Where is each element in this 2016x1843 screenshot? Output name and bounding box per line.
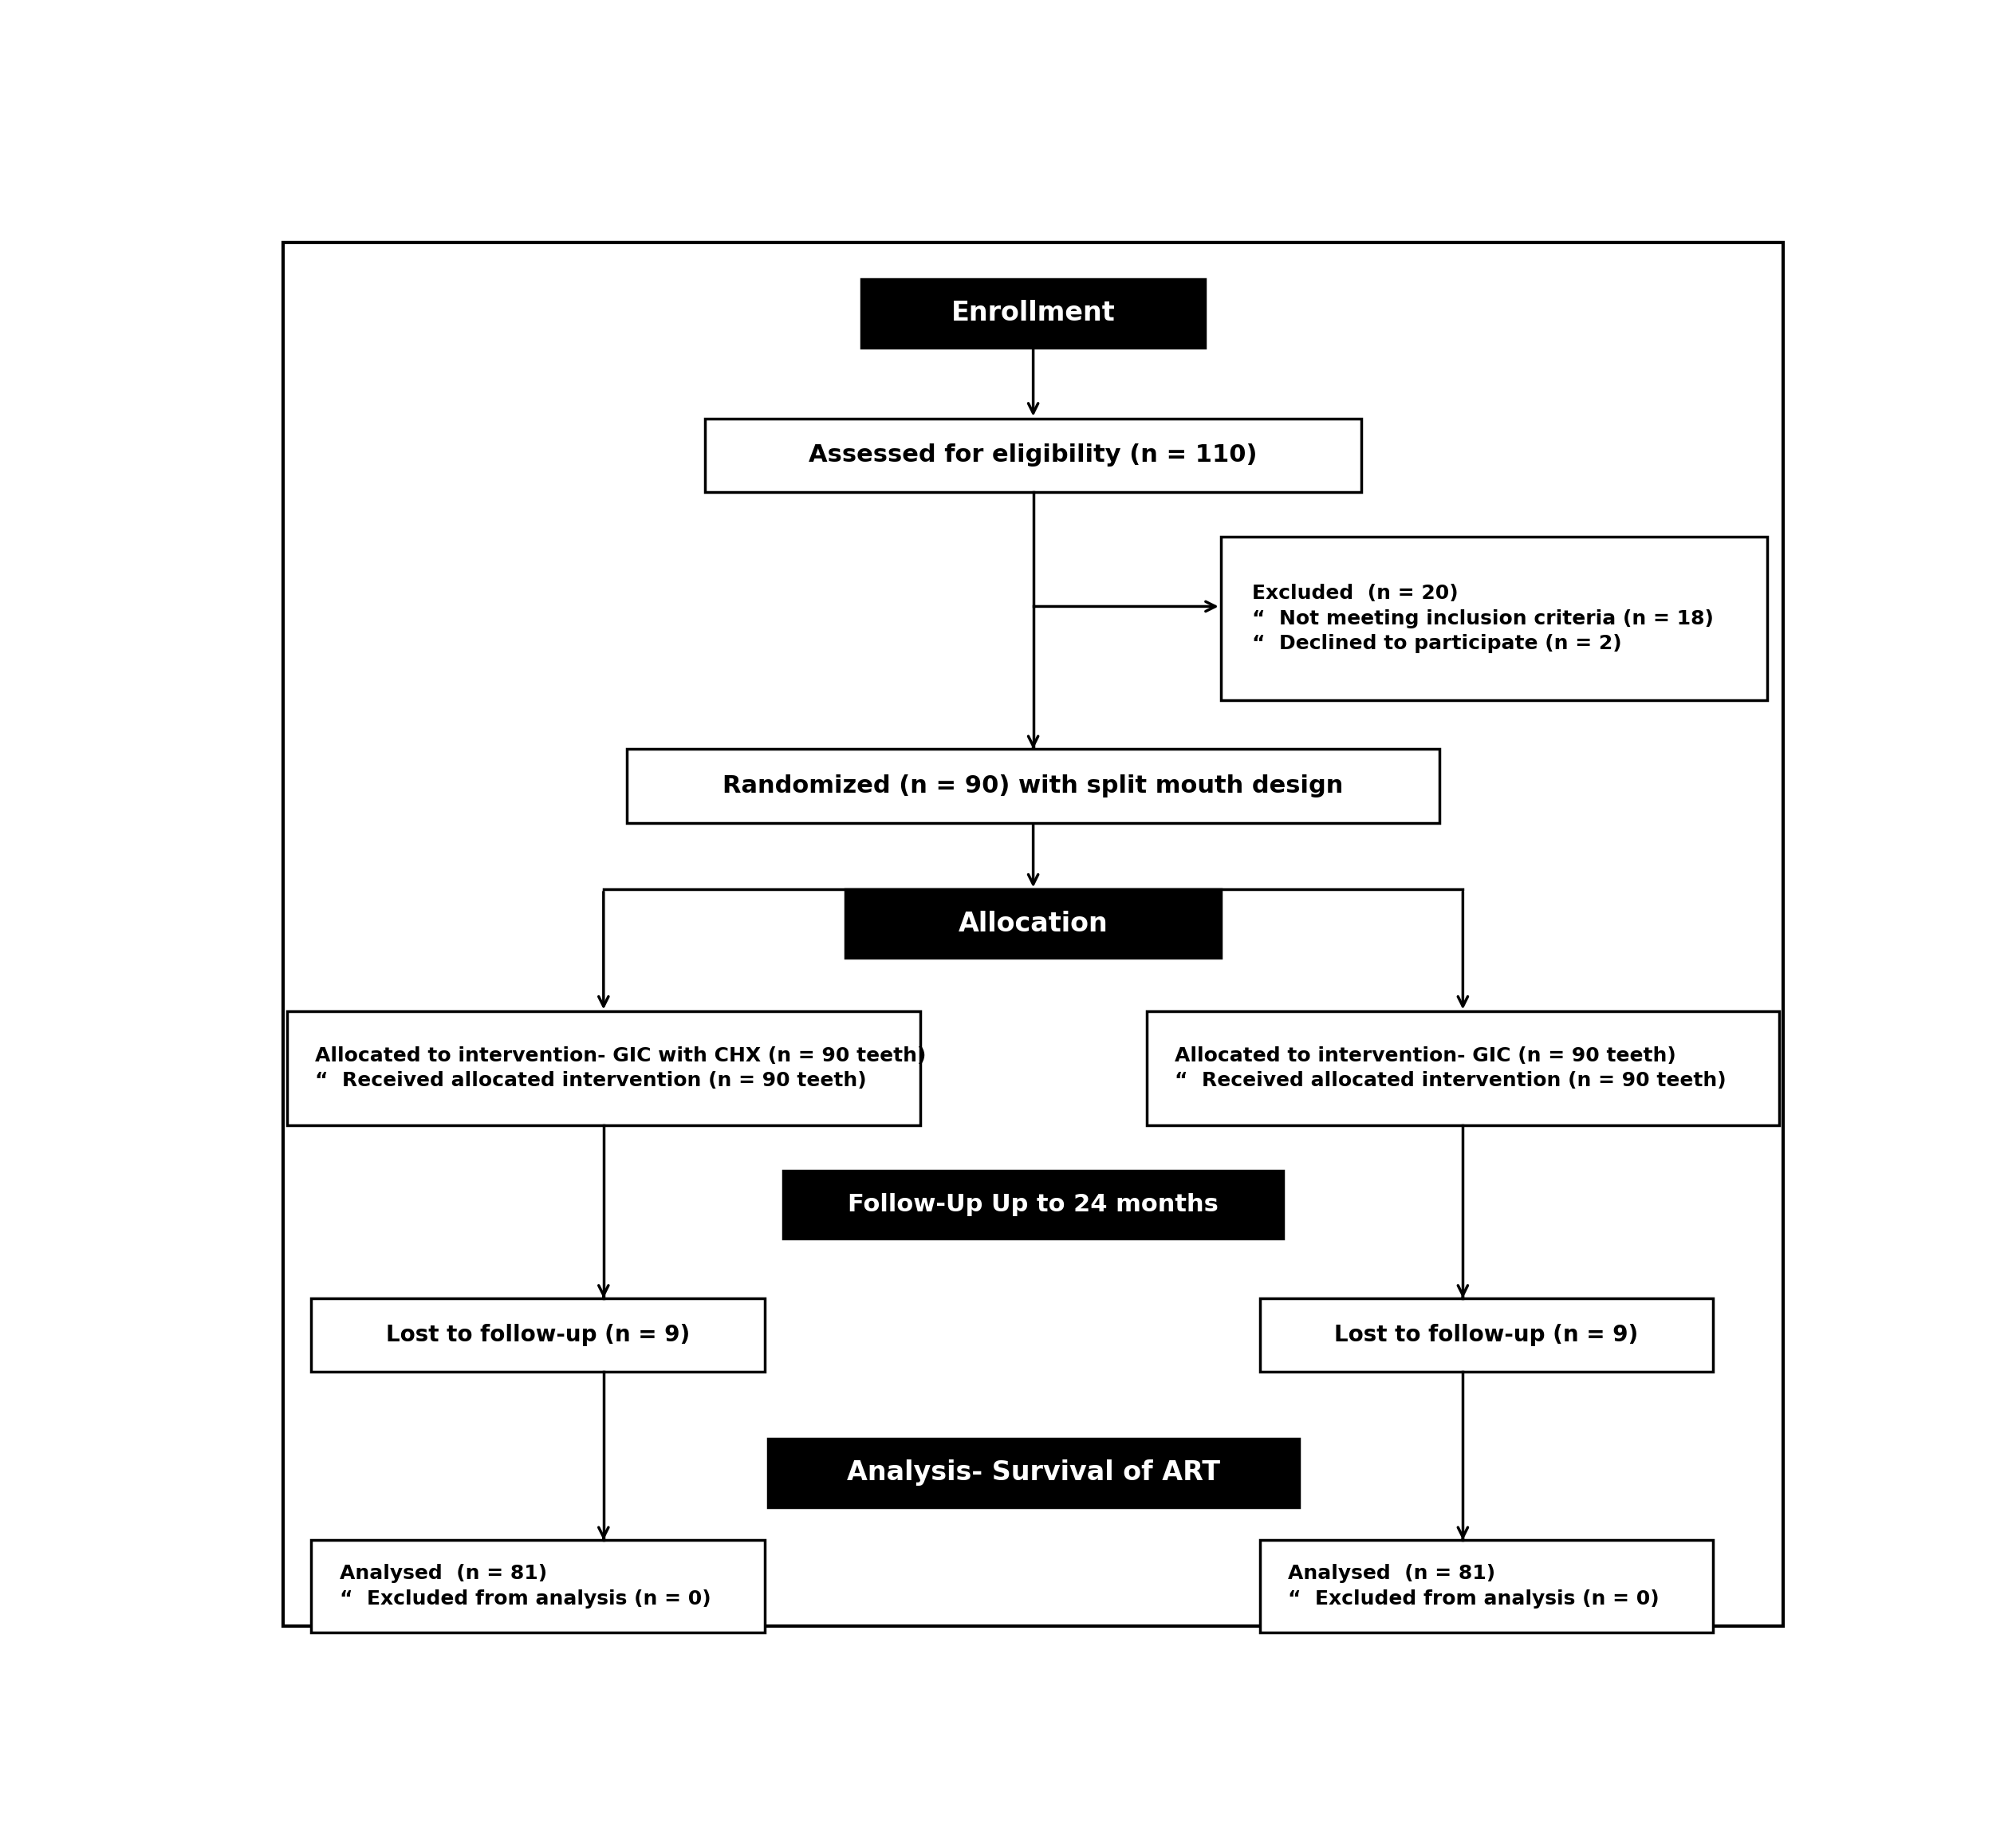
Text: Allocated to intervention- GIC with CHX (n = 90 teeth)
“  Received allocated int: Allocated to intervention- GIC with CHX … xyxy=(314,1047,927,1091)
Text: Enrollment: Enrollment xyxy=(952,300,1115,326)
Text: Randomized (n = 90) with split mouth design: Randomized (n = 90) with split mouth des… xyxy=(724,774,1343,798)
Bar xyxy=(310,1541,764,1633)
Text: Excluded  (n = 20)
“  Not meeting inclusion criteria (n = 18)
“  Declined to par: Excluded (n = 20) “ Not meeting inclusio… xyxy=(1252,584,1714,652)
Text: Analysed  (n = 81)
“  Excluded from analysis (n = 0): Analysed (n = 81) “ Excluded from analys… xyxy=(339,1565,712,1609)
Bar xyxy=(782,1170,1284,1238)
Text: Lost to follow-up (n = 9): Lost to follow-up (n = 9) xyxy=(1335,1323,1639,1347)
Bar xyxy=(1260,1541,1714,1633)
Bar xyxy=(1147,1012,1780,1124)
Bar xyxy=(861,280,1206,348)
Bar xyxy=(706,418,1361,492)
Text: Lost to follow-up (n = 9): Lost to follow-up (n = 9) xyxy=(385,1323,689,1347)
Text: Allocation: Allocation xyxy=(958,910,1109,936)
Bar xyxy=(1260,1297,1714,1371)
Text: Analysed  (n = 81)
“  Excluded from analysis (n = 0): Analysed (n = 81) “ Excluded from analys… xyxy=(1288,1565,1659,1609)
Bar xyxy=(768,1439,1298,1508)
Text: Follow-Up Up to 24 months: Follow-Up Up to 24 months xyxy=(849,1192,1218,1216)
Bar xyxy=(1222,536,1768,700)
Bar xyxy=(286,1012,919,1124)
Text: Allocated to intervention- GIC (n = 90 teeth)
“  Received allocated intervention: Allocated to intervention- GIC (n = 90 t… xyxy=(1175,1047,1726,1091)
Bar xyxy=(627,748,1439,822)
Bar xyxy=(847,890,1222,958)
Bar xyxy=(310,1297,764,1371)
Text: Analysis- Survival of ART: Analysis- Survival of ART xyxy=(847,1460,1220,1485)
Text: Assessed for eligibility (n = 110): Assessed for eligibility (n = 110) xyxy=(808,444,1258,466)
